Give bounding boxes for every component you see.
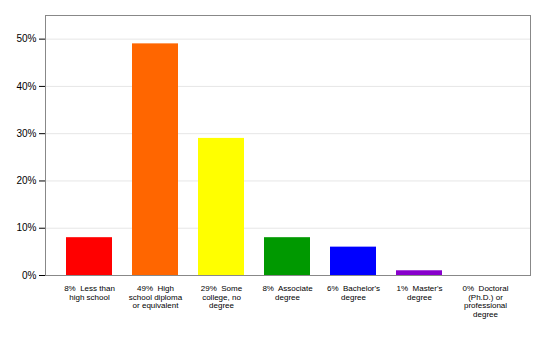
svg-text:40%: 40% bbox=[16, 81, 36, 92]
svg-text:30%: 30% bbox=[16, 128, 36, 139]
svg-text:1% Master'sdegree: 1% Master'sdegree bbox=[397, 284, 443, 302]
svg-text:0% Doctoral(Ph.D.) orprofessi: 0% Doctoral(Ph.D.) orprofessionaldegree bbox=[463, 284, 509, 319]
svg-text:0%: 0% bbox=[22, 270, 37, 281]
svg-text:50%: 50% bbox=[16, 33, 36, 44]
svg-text:6% Bachelor'sdegree: 6% Bachelor'sdegree bbox=[327, 284, 380, 302]
svg-text:29% Somecollege, nodegree: 29% Somecollege, nodegree bbox=[201, 284, 243, 311]
svg-text:8% Associatedegree: 8% Associatedegree bbox=[262, 284, 313, 302]
svg-text:20%: 20% bbox=[16, 175, 36, 186]
svg-text:49% Highschool diplomaor equi: 49% Highschool diplomaor equivalent bbox=[129, 284, 183, 311]
svg-text:10%: 10% bbox=[16, 222, 36, 233]
svg-text:8% Less thanhigh school: 8% Less thanhigh school bbox=[64, 284, 115, 302]
